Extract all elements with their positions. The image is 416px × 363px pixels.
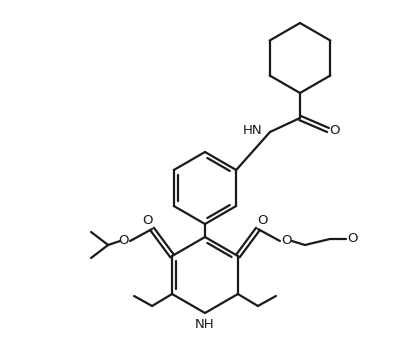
Text: O: O	[282, 233, 292, 246]
Text: O: O	[118, 233, 129, 246]
Text: O: O	[258, 215, 268, 228]
Text: O: O	[330, 125, 340, 138]
Text: NH: NH	[195, 318, 215, 330]
Text: HN: HN	[243, 125, 262, 138]
Text: O: O	[348, 232, 358, 245]
Text: O: O	[142, 215, 152, 228]
